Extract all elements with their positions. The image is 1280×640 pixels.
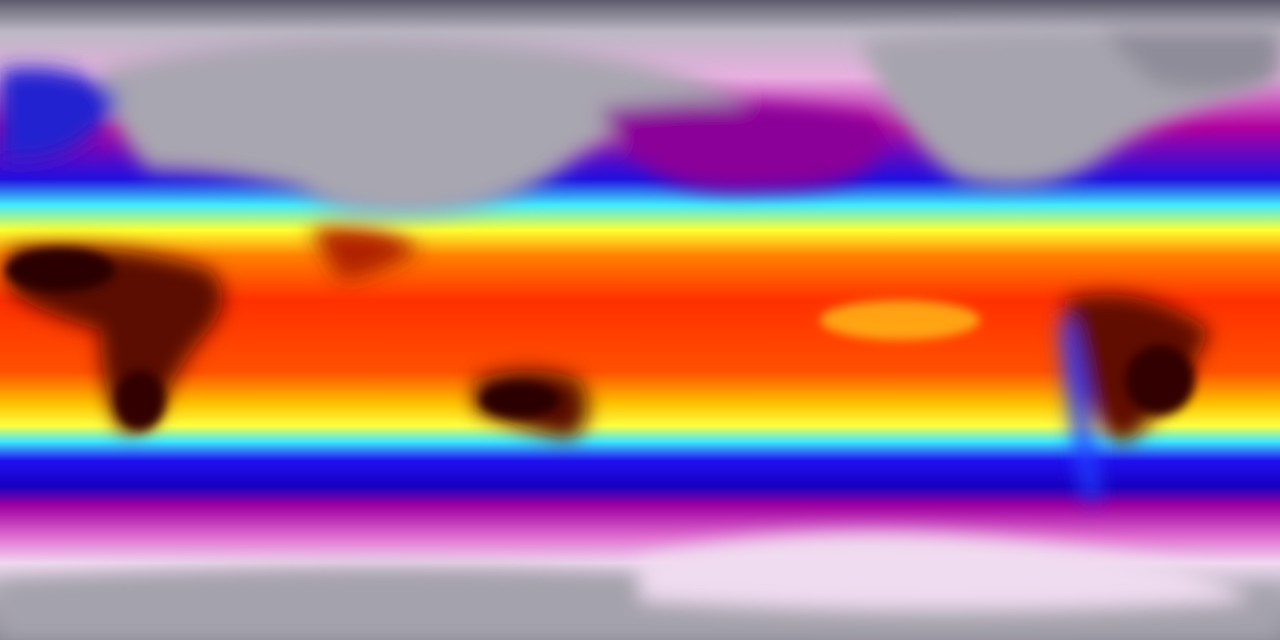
north-atlantic-cold xyxy=(0,68,120,162)
antarctic-warm-patch xyxy=(640,533,1250,610)
central-pacific-warm xyxy=(820,300,980,340)
sahara-hot-spot xyxy=(5,248,115,292)
brazil-hot-spot xyxy=(1125,345,1195,415)
andes-cold xyxy=(1060,320,1100,500)
eurasia-land xyxy=(100,38,760,216)
africa-land xyxy=(10,247,223,433)
kalahari-hot-spot xyxy=(115,370,165,430)
antarctica-land xyxy=(0,569,1280,640)
india-land xyxy=(310,227,420,280)
north-pacific-cold xyxy=(600,102,883,191)
outback-hot-spot xyxy=(480,382,560,418)
greenland-land xyxy=(1100,30,1280,90)
